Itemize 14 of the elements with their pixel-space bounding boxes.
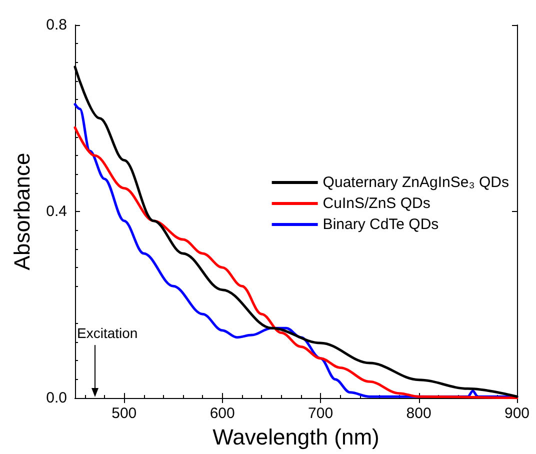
x-tick-label: 600 [210, 405, 235, 422]
legend-label: Binary CdTe QDs [322, 216, 439, 233]
legend-label: Quaternary ZnAgInSe₃ QDs [322, 174, 510, 191]
y-axis-title: Absorbance [10, 152, 34, 270]
y-tick-label: 0.4 [46, 203, 67, 220]
x-tick-label: 900 [504, 405, 530, 422]
x-axis-title: Wavelength (nm) [212, 424, 380, 450]
x-tick-label: 500 [112, 405, 137, 422]
x-tick-label: 800 [406, 405, 432, 422]
y-tick-label: 0.0 [46, 390, 67, 406]
y-tick-label: 0.8 [46, 16, 67, 34]
annotation: Excitation [77, 325, 138, 341]
legend-label: CuInS/ZnS QDs [322, 195, 430, 212]
x-tick-label: 700 [308, 405, 334, 422]
